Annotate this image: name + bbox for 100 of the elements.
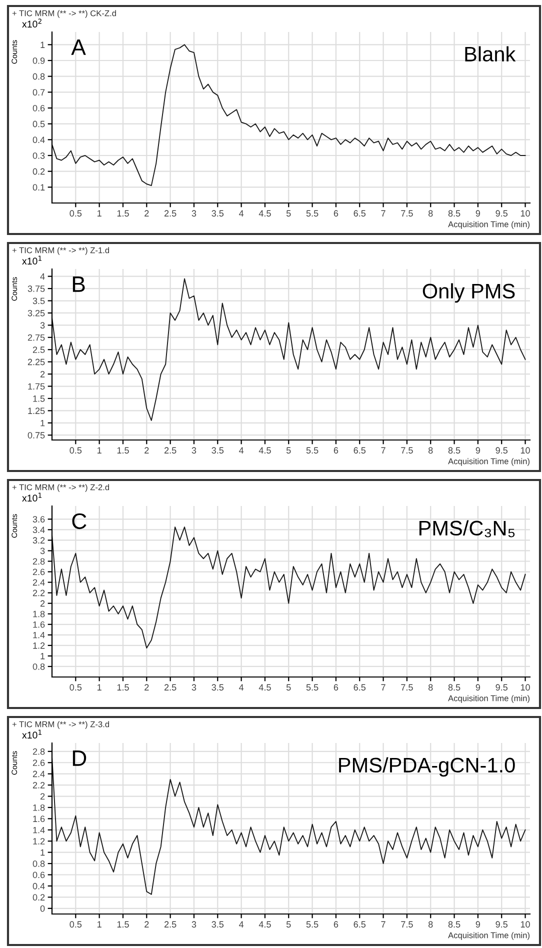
x-tick-label: 3 [192, 210, 196, 217]
y-tick-label: 3 [40, 548, 45, 554]
x-tick-label: 10 [520, 921, 530, 928]
x-tick-label: 6.5 [354, 210, 366, 217]
annotation: D [72, 750, 86, 766]
y-tick-label: 0.9 [32, 57, 45, 64]
y-tick-label: 3.2 [32, 537, 45, 544]
x-tick-label: 3.5 [212, 447, 224, 454]
y-tick-label: 3.6 [32, 516, 45, 523]
x-tick-label: 4 [239, 921, 244, 928]
x-tick-label: 2.5 [164, 684, 176, 691]
x-tick-label: 4.5 [258, 447, 271, 454]
y-tick-label: 1.25 [28, 408, 45, 414]
y-tick-label: 2.5 [32, 346, 45, 353]
x-tick-label: 5.5 [306, 921, 318, 928]
y-tick-label: 2 [40, 371, 45, 378]
x-tick-label: 4 [239, 210, 244, 216]
y-tick-label: 1.75 [28, 383, 45, 390]
y-tick-label: 0.6 [32, 872, 45, 878]
x-tick-label: 3.5 [212, 684, 224, 691]
x-tick-label: 5.5 [306, 684, 318, 691]
y-tick-label: 0.8 [32, 663, 45, 670]
y-tick-label: 3 [40, 322, 45, 329]
x-axis-title: Acquisition Time (min) [448, 695, 530, 703]
y-tick-label: 2 [40, 600, 45, 607]
annotation: Only PMS [422, 283, 515, 303]
annotation: PMS/C₃N₅ [419, 520, 515, 538]
x-tick-label: 3.5 [212, 210, 224, 217]
x-tick-label: 9 [476, 921, 480, 928]
y-tick-label: 2.6 [32, 760, 45, 766]
y-tick-label: 0.75 [28, 432, 45, 438]
chart-title: + TIC MRM (** -> **) CK-Z.d [12, 10, 116, 18]
x-tick-label: 7 [381, 210, 386, 216]
x-tick-label: 7 [381, 921, 386, 928]
x-tick-label: 1.5 [117, 921, 129, 928]
x-tick-label: 1 [98, 921, 102, 928]
x-tick-label: 9.5 [496, 447, 508, 454]
x-tick-label: 5 [286, 447, 291, 454]
y-tick-label: 2.2 [32, 590, 45, 596]
annotation: A [71, 40, 86, 55]
x-tick-label: 4.5 [258, 921, 271, 928]
y-tick-label: 1.8 [33, 610, 45, 618]
x-tick-label: 7.5 [401, 684, 413, 691]
x-tick-label: 9 [476, 447, 480, 454]
x-tick-label: 9.5 [496, 684, 508, 691]
y-tick-label: 1 [40, 42, 45, 48]
chart-title: + TIC MRM (** -> **) Z-2.d [12, 484, 110, 492]
x-tick-label: 5.5 [306, 210, 318, 217]
x-axis-title: Acquisition Time (min) [448, 458, 530, 466]
x-tick-label: 9 [476, 210, 480, 217]
y-tick-label: 3.5 [32, 298, 45, 304]
x-tick-label: 1 [98, 447, 102, 454]
x-tick-label: 5 [286, 210, 291, 217]
x-tick-label: 6.5 [354, 447, 366, 454]
x-tick-label: 8.5 [448, 684, 460, 691]
y-tick-label: 1.8 [33, 804, 45, 811]
y-tick-label: 2 [40, 793, 45, 800]
y-tick-label: 2.4 [32, 579, 45, 586]
x-tick-label: 8.5 [448, 447, 460, 454]
x-tick-label: 9.5 [496, 210, 508, 217]
x-tick-label: 7 [381, 447, 386, 454]
x-tick-label: 7.5 [401, 921, 413, 928]
x-tick-label: 1.5 [117, 447, 129, 454]
x-tick-label: 2 [144, 921, 149, 928]
y-tick-label: 0.8 [32, 73, 45, 80]
annotation: B [72, 276, 85, 292]
y-tick-label: 1.2 [33, 642, 45, 649]
text: x10$^{1}$ [22, 492, 42, 502]
x-tick-label: 8 [428, 684, 433, 691]
x-tick-label: 6 [334, 210, 338, 217]
y-tick-label: 3.25 [28, 310, 45, 316]
y-tick-label: 2.8 [32, 558, 45, 565]
x-tick-label: 4.5 [258, 684, 271, 691]
y-tick-label: 0.8 [32, 860, 45, 867]
y-tick-label: 1.6 [33, 621, 45, 628]
y-tick-label: 2.4 [32, 770, 45, 778]
x-tick-label: 6 [334, 447, 338, 454]
x-tick-label: 3 [192, 684, 196, 691]
y-tick-label: 2.75 [28, 334, 45, 341]
y-tick-label: 3.4 [32, 526, 45, 534]
y-tick-label: 2.8 [32, 748, 45, 755]
x-tick-label: 4 [239, 447, 244, 454]
x-tick-label: 7 [381, 684, 386, 690]
annotation: C [72, 513, 86, 530]
y-tick-label: 0.6 [32, 104, 45, 112]
text: x10$^{2}$ [22, 18, 42, 28]
x-tick-label: 7.5 [401, 210, 413, 217]
text: x10$^{1}$ [22, 256, 42, 265]
x-tick-label: 0.5 [70, 921, 82, 928]
y-tick-label: 0 [40, 905, 45, 912]
y-tick-label: 1.4 [33, 826, 45, 834]
x-tick-label: 0.5 [70, 210, 82, 217]
x-tick-label: 2.5 [164, 921, 176, 928]
x-tick-label: 6 [334, 684, 338, 691]
x-tick-label: 10 [520, 210, 530, 217]
x-tick-label: 9.5 [496, 921, 508, 928]
y-tick-label: 0.4 [32, 882, 45, 890]
y-tick-label: 4 [40, 273, 45, 280]
y-tick-label: 2.6 [32, 568, 45, 576]
y-tick-label: 0.2 [32, 894, 45, 901]
